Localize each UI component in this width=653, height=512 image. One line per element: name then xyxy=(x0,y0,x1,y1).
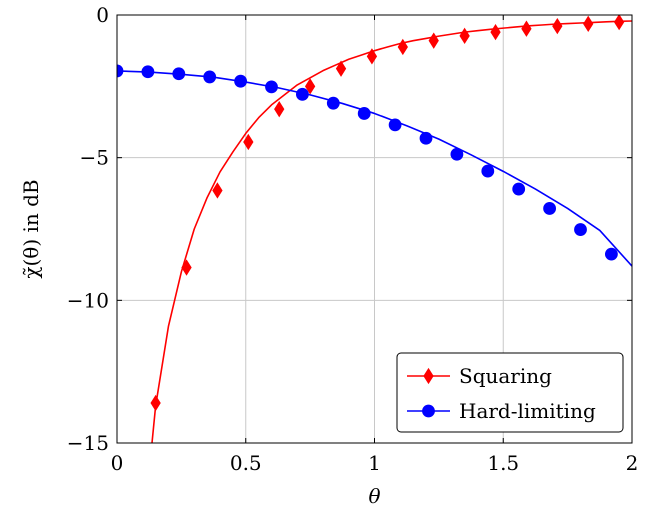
y-axis-label: χ̃(θ) in dB xyxy=(19,179,43,278)
series-marker xyxy=(304,78,316,95)
series-marker xyxy=(117,64,124,78)
legend-entry: Squaring xyxy=(407,364,552,388)
series-marker xyxy=(450,147,464,161)
legend: Squaring Hard-limiting xyxy=(396,352,624,433)
legend-entry: Hard-limiting xyxy=(407,399,596,423)
series-line xyxy=(117,70,632,267)
y-axis-ticks: −15 −10 −5 0 xyxy=(67,3,632,455)
series-marker xyxy=(419,131,433,145)
series-marker xyxy=(512,182,526,196)
legend-label: Squaring xyxy=(459,364,552,388)
series-1 xyxy=(117,64,632,267)
series-marker xyxy=(366,48,378,65)
series-marker xyxy=(521,20,532,37)
x-tick-label: 1 xyxy=(368,451,381,475)
series-marker xyxy=(552,17,563,35)
series-marker xyxy=(459,27,470,45)
series-marker xyxy=(428,32,439,49)
series-marker xyxy=(212,182,223,199)
series-marker xyxy=(181,259,192,276)
series-marker xyxy=(423,367,434,385)
series-marker xyxy=(150,394,161,412)
series-marker xyxy=(388,118,402,132)
series-marker xyxy=(574,223,587,236)
series-marker xyxy=(141,65,155,79)
series-marker xyxy=(234,74,248,88)
y-tick-label: 0 xyxy=(96,3,109,27)
series-marker xyxy=(481,164,495,178)
series-marker xyxy=(326,96,340,110)
series-marker xyxy=(265,80,278,94)
series-line xyxy=(151,20,632,443)
y-tick-label: −10 xyxy=(67,288,109,312)
series-marker xyxy=(583,15,594,33)
series-marker xyxy=(274,100,285,118)
series-marker xyxy=(357,107,371,120)
y-tick-label: −5 xyxy=(80,146,109,170)
series-marker xyxy=(243,133,254,151)
x-tick-label: 1.5 xyxy=(487,451,519,475)
series-marker xyxy=(295,87,309,101)
legend-box xyxy=(396,352,624,433)
series-marker xyxy=(335,60,347,77)
series-marker xyxy=(543,202,556,215)
series-marker xyxy=(397,38,408,56)
x-tick-label: 2 xyxy=(626,451,639,475)
series-marker xyxy=(605,247,618,261)
x-axis-ticks: 0 0.5 1 1.5 2 xyxy=(111,15,639,475)
legend-label: Hard-limiting xyxy=(459,399,596,423)
series-marker xyxy=(422,404,435,418)
x-axis-label: θ xyxy=(368,484,380,508)
series-marker xyxy=(203,70,217,84)
series-layer xyxy=(117,15,632,443)
series-marker xyxy=(613,15,625,31)
series-marker xyxy=(172,67,186,81)
series-0 xyxy=(150,15,632,443)
x-tick-label: 0 xyxy=(111,451,124,475)
series-marker xyxy=(490,23,501,41)
x-tick-label: 0.5 xyxy=(230,451,262,475)
y-tick-label: −15 xyxy=(67,431,109,455)
